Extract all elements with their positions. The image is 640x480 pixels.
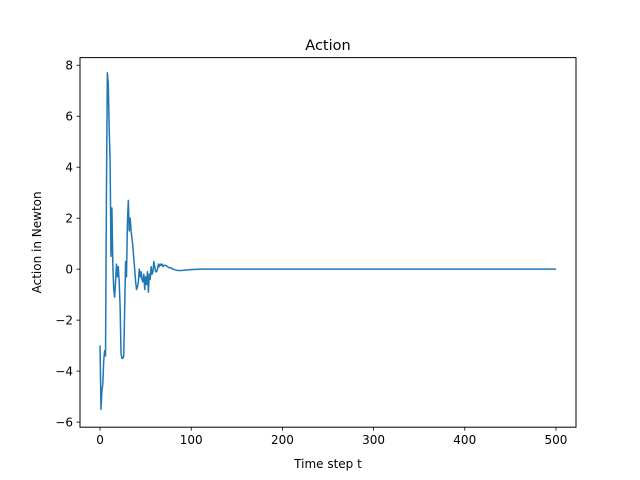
y-axis: −6 −4 −2 0 2 4 6 8: [55, 59, 80, 429]
x-tick-label: 100: [180, 433, 203, 447]
y-tick-label: 6: [65, 110, 73, 124]
y-axis-label: Action in Newton: [30, 191, 44, 293]
chart-title: Action: [305, 38, 350, 54]
y-tick-label: 0: [65, 262, 73, 276]
x-axis-label: Time step t: [293, 457, 362, 471]
x-tick-label: 300: [362, 433, 385, 447]
x-tick-label: 400: [453, 433, 476, 447]
y-tick-label: −2: [55, 313, 73, 327]
x-tick-label: 0: [96, 433, 104, 447]
plot-area: [99, 72, 556, 411]
y-tick-label: 2: [65, 211, 73, 225]
series-line-0: [99, 72, 556, 411]
y-tick-label: 4: [65, 161, 73, 175]
x-tick-label: 500: [544, 433, 567, 447]
x-tick-label: 200: [271, 433, 294, 447]
x-axis: 0 100 200 300 400 500: [96, 427, 567, 447]
y-tick-label: −4: [55, 364, 73, 378]
y-tick-label: 8: [65, 59, 73, 73]
axes-frame: [79, 57, 577, 428]
y-tick-label: −6: [55, 415, 73, 429]
